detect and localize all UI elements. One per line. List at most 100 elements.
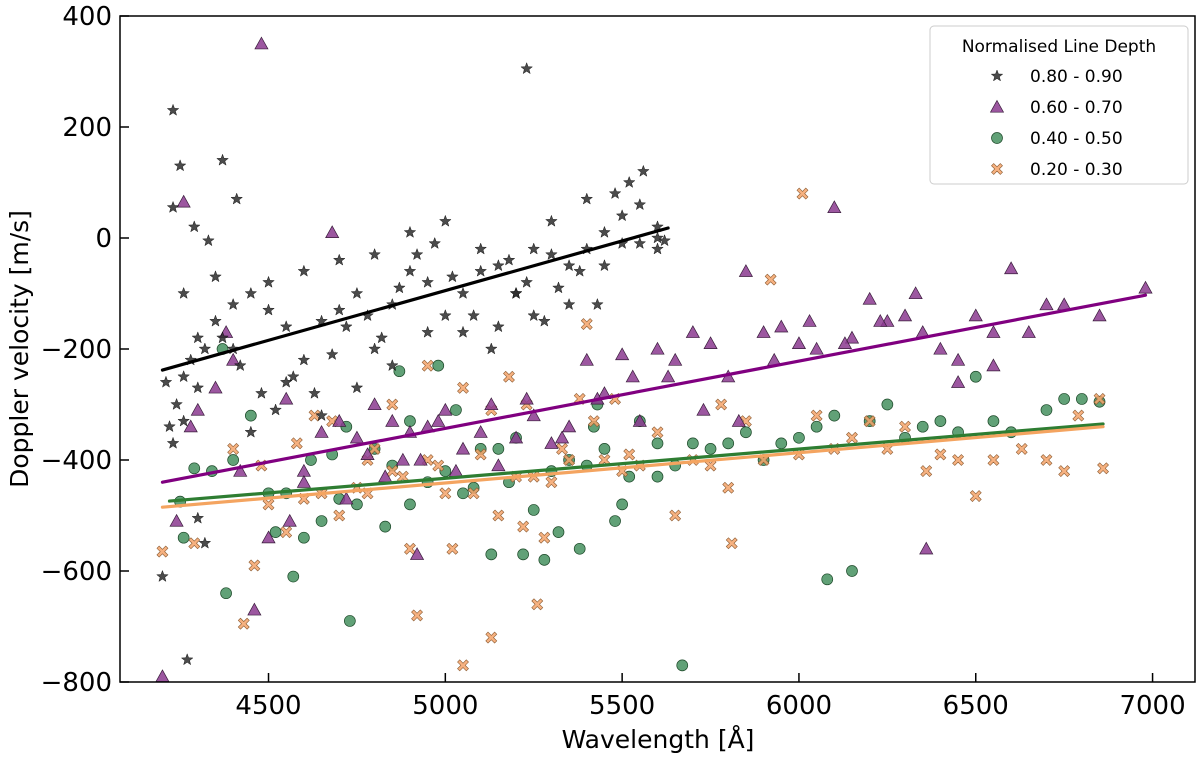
data-point	[474, 242, 487, 255]
data-point	[573, 264, 586, 277]
data-point	[1093, 393, 1106, 405]
data-point	[740, 426, 752, 439]
data-point	[360, 447, 375, 460]
data-point	[633, 236, 647, 249]
data-point	[403, 225, 417, 238]
data-point	[821, 573, 834, 586]
data-point	[432, 459, 445, 472]
data-point	[658, 234, 671, 247]
data-point	[615, 209, 629, 222]
x-axis-label: Wavelength [Å]	[562, 725, 755, 754]
data-point	[704, 459, 717, 472]
data-point	[685, 325, 700, 338]
data-point	[637, 164, 650, 177]
data-point	[386, 359, 399, 371]
data-point	[410, 248, 424, 260]
fit-line	[160, 425, 1105, 509]
data-point	[315, 515, 328, 527]
data-point	[261, 530, 276, 544]
data-point	[919, 541, 934, 555]
fit-line	[167, 422, 1105, 503]
data-point	[177, 286, 190, 299]
data-point	[188, 220, 201, 233]
data-point	[473, 425, 488, 438]
data-point	[986, 358, 1001, 372]
y-tick-label: −600	[41, 557, 112, 587]
x-tick-label: 5000	[412, 691, 478, 721]
data-point	[793, 431, 805, 444]
data-point	[385, 413, 400, 427]
data-point	[520, 275, 533, 288]
data-point	[934, 415, 947, 427]
data-point	[226, 352, 241, 366]
data-point	[457, 487, 469, 500]
data-point	[633, 198, 647, 211]
data-point	[828, 409, 841, 422]
data-point	[1075, 393, 1088, 405]
data-point	[255, 386, 268, 399]
data-point	[325, 347, 339, 360]
data-point	[1004, 261, 1019, 275]
data-point	[952, 454, 965, 466]
data-point	[609, 515, 621, 527]
data-point	[552, 281, 565, 294]
data-point	[230, 192, 243, 205]
data-point	[827, 200, 842, 214]
data-point	[950, 375, 966, 388]
data-point	[1097, 462, 1109, 475]
y-tick-label: 0	[95, 224, 112, 254]
data-point	[340, 320, 353, 333]
data-point	[421, 325, 434, 338]
data-point	[562, 419, 577, 433]
data-point	[190, 402, 205, 416]
legend-label: 0.40 - 0.50	[1030, 129, 1123, 149]
data-point	[332, 253, 346, 266]
y-axis-label: Doppler velocity [m/s]	[5, 210, 34, 488]
data-point	[987, 415, 1000, 427]
data-point	[1021, 325, 1036, 338]
data-point	[623, 448, 636, 461]
data-point	[934, 448, 947, 461]
data-point	[908, 286, 923, 300]
data-point	[722, 481, 735, 494]
data-point	[166, 103, 180, 116]
data-point	[1058, 393, 1071, 405]
data-point	[520, 62, 533, 75]
data-point	[837, 336, 853, 349]
data-point	[209, 314, 222, 327]
data-point	[456, 325, 470, 338]
data-point	[756, 325, 771, 338]
data-point	[527, 242, 540, 255]
data-point	[404, 415, 416, 427]
data-point	[244, 409, 257, 422]
data-point	[920, 465, 933, 478]
data-point	[155, 669, 170, 682]
data-point	[1040, 404, 1053, 416]
data-point	[517, 520, 530, 533]
data-point	[802, 314, 817, 327]
data-point	[393, 281, 406, 294]
data-point	[598, 443, 611, 455]
data-point	[573, 542, 586, 555]
data-point	[527, 309, 540, 322]
data-point	[216, 331, 229, 344]
data-point	[545, 248, 558, 260]
data-point	[297, 353, 311, 366]
data-point	[262, 303, 275, 316]
data-point	[332, 303, 346, 316]
data-point	[314, 425, 329, 438]
x-axis: 4500 5000 5500 6000 6500 7000	[235, 673, 1186, 721]
data-point	[446, 542, 459, 555]
data-point	[669, 509, 682, 522]
data-point	[279, 320, 293, 333]
data-point	[1093, 395, 1106, 408]
data-point	[244, 425, 258, 438]
data-point	[774, 319, 789, 333]
data-point	[244, 286, 258, 299]
data-point	[450, 404, 462, 416]
data-point	[325, 225, 340, 238]
data-point	[492, 443, 505, 455]
data-point	[254, 36, 269, 50]
data-point	[183, 419, 198, 433]
data-point	[676, 659, 689, 672]
